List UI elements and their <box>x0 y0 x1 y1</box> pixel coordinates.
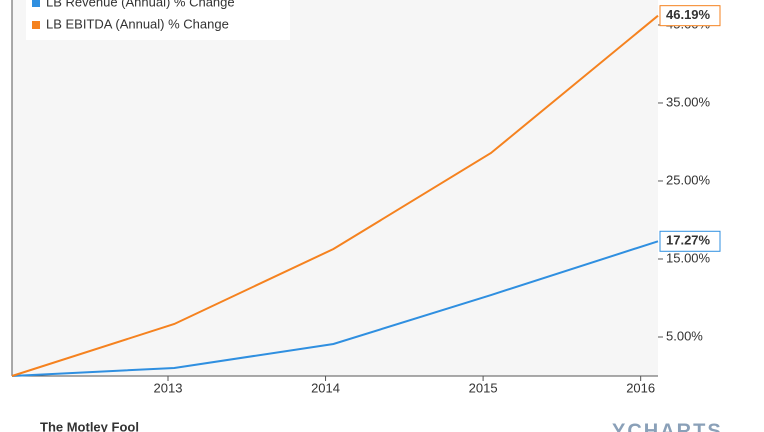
x-tick-label: 2014 <box>311 380 340 395</box>
value-label-box <box>659 230 721 252</box>
x-tick-label: 2015 <box>469 380 498 395</box>
source-left: The Motley Fool <box>40 419 139 432</box>
x-tick-label: 2013 <box>154 380 183 395</box>
y-tick-label: 5.00% <box>666 328 703 343</box>
x-tick-label: 2016 <box>626 380 655 395</box>
value-label: 46.19% <box>666 7 711 22</box>
legend-swatch <box>32 0 40 7</box>
y-tick-label: 25.00% <box>666 172 711 187</box>
legend-label: LB EBITDA (Annual) % Change <box>46 16 229 31</box>
y-tick-label: 15.00% <box>666 250 711 265</box>
plot-background <box>12 0 658 376</box>
value-label-box <box>659 5 721 27</box>
series-line <box>11 240 659 377</box>
y-tick-label: 35.00% <box>666 94 711 109</box>
source-right: YCHARTS <box>612 420 723 432</box>
legend-box <box>26 0 290 40</box>
legend-swatch <box>32 21 40 29</box>
legend-label: LB Revenue (Annual) % Change <box>46 0 235 9</box>
value-label: 17.27% <box>666 233 711 248</box>
series-line <box>11 14 659 377</box>
